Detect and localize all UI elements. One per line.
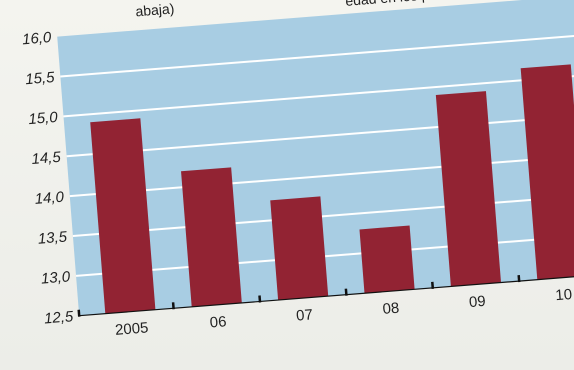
- gridline: [66, 113, 574, 158]
- x-tick-label: 08: [382, 300, 400, 318]
- gridlines: [60, 33, 574, 277]
- gridline: [63, 73, 574, 118]
- gridline: [69, 153, 574, 198]
- x-tick-label: 06: [209, 313, 227, 331]
- x-tick-label: 10: [555, 286, 573, 304]
- bar-2005: [90, 118, 156, 314]
- bar-07: [270, 196, 329, 301]
- bars-group: [90, 64, 574, 314]
- x-tick-mark: [431, 281, 435, 289]
- x-tick-mark: [171, 302, 175, 310]
- y-tick-label: 14,5: [31, 149, 62, 168]
- y-tick-label: 13,5: [37, 228, 68, 247]
- x-tick-label: 2005: [114, 319, 149, 339]
- y-tick-label: 16,0: [21, 29, 52, 48]
- x-axis: 2005 06 07 08 09 10: [77, 273, 574, 339]
- bar-06: [181, 167, 242, 307]
- x-tick-mark: [517, 275, 521, 283]
- x-tick-mark: [344, 288, 348, 296]
- x-tick-label: 09: [468, 293, 486, 311]
- y-tick-labels: 16,0 15,5 15,0 14,5 14,0 13,5 13,0 12,5: [21, 29, 74, 327]
- gridline: [72, 193, 574, 237]
- bar-08: [359, 225, 415, 294]
- bar-10: [520, 64, 574, 280]
- x-tick-mark: [77, 309, 81, 317]
- y-tick-label: 15,5: [25, 69, 56, 88]
- bar-09: [435, 91, 502, 287]
- subtitle-left-fragment: abaja): [135, 0, 175, 19]
- x-tick-label: 07: [296, 306, 314, 324]
- chart-rotated-group: 16,0 15,5 15,0 14,5 14,0 13,5 13,0 12,5 2005 06 0…: [21, 0, 574, 339]
- gridline: [75, 233, 574, 277]
- y-tick-label: 14,0: [34, 189, 65, 208]
- x-tick-mark: [258, 295, 262, 303]
- y-tick-label: 15,0: [28, 109, 59, 128]
- y-tick-label: 13,0: [40, 268, 71, 287]
- y-tick-label: 12,5: [43, 308, 74, 327]
- gridline: [60, 33, 574, 78]
